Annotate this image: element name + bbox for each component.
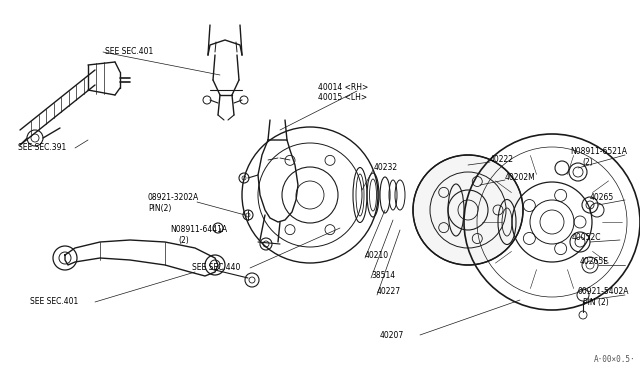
Text: 40222: 40222 — [490, 155, 514, 164]
Text: 40014 <RH>: 40014 <RH> — [318, 83, 368, 92]
Text: 38514: 38514 — [371, 270, 395, 279]
Text: 40265E: 40265E — [580, 257, 609, 266]
Text: 40202M: 40202M — [505, 173, 536, 183]
Text: SEE SEC.401: SEE SEC.401 — [30, 298, 78, 307]
Text: A·00×0.5·: A·00×0.5· — [593, 355, 635, 364]
Text: N08911-6521A: N08911-6521A — [570, 148, 627, 157]
Text: 40232: 40232 — [374, 163, 398, 171]
Text: SEE SEC.401: SEE SEC.401 — [105, 48, 153, 57]
Text: 40207: 40207 — [380, 330, 404, 340]
Circle shape — [413, 155, 523, 265]
Text: 40227: 40227 — [377, 288, 401, 296]
Text: SEE SEC.391: SEE SEC.391 — [18, 144, 67, 153]
Text: (2): (2) — [582, 157, 593, 167]
Text: N08911-6441A: N08911-6441A — [170, 225, 227, 234]
Text: 00921-5402A: 00921-5402A — [578, 288, 630, 296]
Text: SEE SEC.440: SEE SEC.440 — [192, 263, 241, 273]
Text: 40015 <LH>: 40015 <LH> — [318, 93, 367, 102]
Text: (2): (2) — [178, 235, 189, 244]
Text: 40052C: 40052C — [572, 234, 602, 243]
Text: PIN (2): PIN (2) — [583, 298, 609, 307]
Text: 40265: 40265 — [590, 193, 614, 202]
Text: 40210: 40210 — [365, 251, 389, 260]
Text: 08921-3202A: 08921-3202A — [148, 193, 199, 202]
Text: PIN(2): PIN(2) — [148, 203, 172, 212]
